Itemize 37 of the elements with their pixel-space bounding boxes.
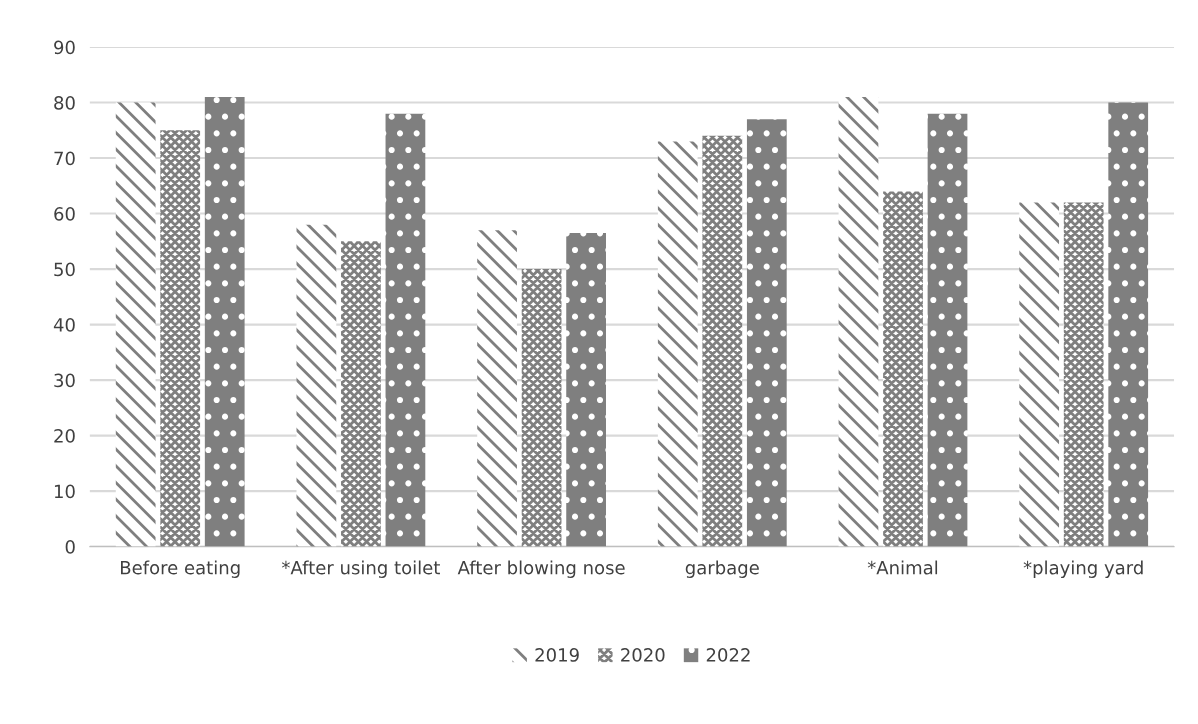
legend-label: 2019 [535,648,579,662]
y-tick-label: 80 [54,96,75,110]
x-tick-label: *playing yard [1023,560,1143,578]
bar [204,97,245,547]
bar [746,119,787,547]
x-tick-label: *Animal [867,560,938,575]
x-tick-label: Before eating [121,560,240,578]
y-tick-label: 60 [54,207,75,221]
y-tick-label: 70 [54,151,75,166]
bar [115,102,156,547]
bar [657,141,698,547]
bar [385,113,426,547]
x-tick-label: *After using toilet [281,560,440,578]
legend-label: 2022 [706,648,750,662]
y-tick-label: 50 [54,262,75,277]
bar [927,113,968,547]
y-tick-label: 40 [53,318,75,332]
y-tick-label: 90 [54,40,75,55]
bar [702,135,743,547]
y-tick-label: 0 [65,540,75,554]
bar [341,241,381,547]
legend-label: 2020 [621,648,665,662]
bar [1019,202,1060,547]
y-tick-label: 30 [54,373,75,388]
bar [296,224,337,547]
bar [521,269,562,547]
x-tick-label: garbage [685,560,759,578]
bar [1063,202,1104,547]
bar [838,97,879,547]
bar [1108,102,1149,547]
y-tick-label: 20 [54,429,75,443]
bar [566,233,606,547]
x-tick-label: After blowing nose [457,560,625,578]
bar [160,130,201,547]
bar [883,191,923,547]
y-tick-label: 10 [54,484,75,499]
bar [477,230,517,547]
